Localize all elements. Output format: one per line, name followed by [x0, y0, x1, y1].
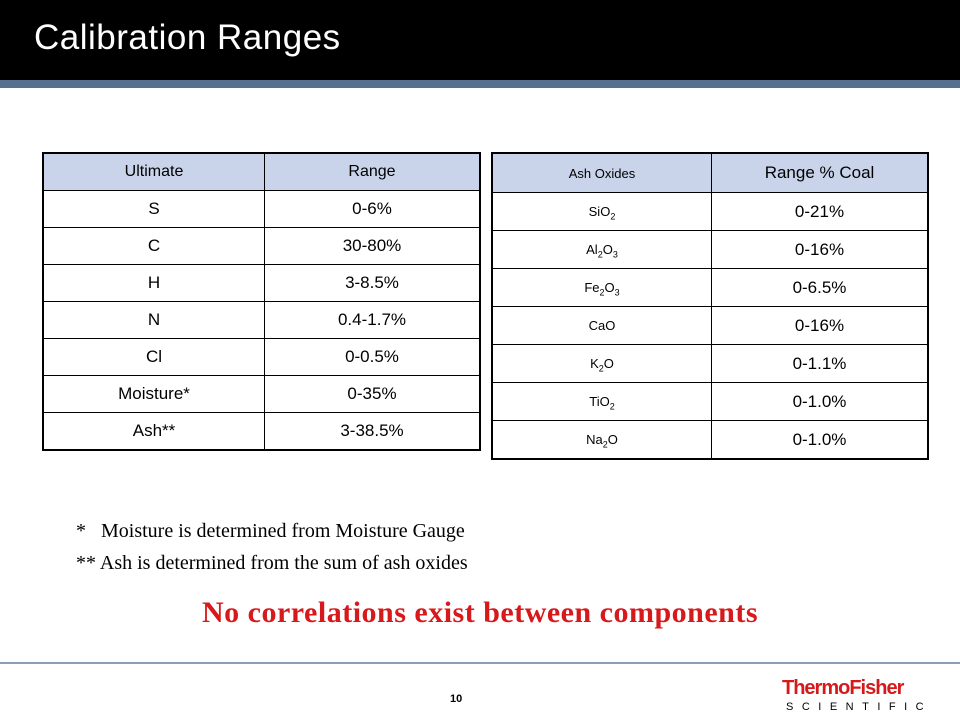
oxide-element: O: [603, 356, 614, 371]
oxide-element: CaO: [588, 318, 616, 333]
page-number: 10: [450, 693, 463, 705]
range-cell: 30-80%: [342, 236, 402, 255]
logo-wordmark: ThermoFisher: [782, 677, 904, 699]
oxide-element: O: [600, 204, 611, 219]
range-cell: 3-38.5%: [340, 421, 404, 440]
range-cell: 0-1.0%: [792, 391, 847, 411]
oxide-element: O: [607, 432, 618, 447]
table-row: CaO 0-16%: [492, 306, 928, 345]
table-row: Na2O 0-1.0%: [492, 420, 928, 459]
range-cell: 0-35%: [347, 384, 397, 403]
range-cell: 0-6%: [352, 199, 392, 218]
oxide-subscript: 2: [609, 401, 615, 412]
ash-table-header-row: Ash Oxides Range % Coal: [492, 153, 928, 193]
oxide-element: O: [599, 394, 610, 409]
oxide-element: Fe: [584, 280, 600, 295]
moisture-footnote: * Moisture is determined from Moisture G…: [76, 520, 465, 542]
table-row: Fe2O3 0-6.5%: [492, 268, 928, 307]
table-row: K2O 0-1.1%: [492, 344, 928, 383]
ultimate-header: Ultimate: [43, 153, 265, 191]
oxide-element: K: [590, 356, 599, 371]
range-header: Range: [348, 163, 396, 180]
oxide-cell: K2O: [492, 344, 712, 383]
oxide-cell: CaO: [492, 306, 712, 345]
table-row: TiO2 0-1.0%: [492, 382, 928, 421]
table-row: C 30-80%: [43, 227, 480, 265]
oxide-subscript: 3: [614, 287, 620, 298]
component-cell: S: [43, 190, 265, 228]
table-row: H 3-8.5%: [43, 264, 480, 302]
oxide-element: Si: [588, 204, 601, 219]
range-coal-header: Range % Coal: [764, 163, 875, 182]
ultimate-table: Ultimate Range S 0-6% C 30-80% H 3-8.5% N 0.4-1…: [42, 152, 481, 451]
slide-title: Calibration Ranges: [34, 18, 341, 57]
table-row: SiO2 0-21%: [492, 192, 928, 231]
component-cell: N: [43, 301, 265, 339]
component-cell: C: [43, 227, 265, 265]
ash-oxides-header: Ash Oxides: [492, 153, 712, 193]
oxide-element: Ti: [589, 394, 600, 409]
oxide-subscript: 2: [597, 249, 603, 260]
oxide-element: Na: [586, 432, 603, 447]
oxide-subscript: 2: [599, 287, 605, 298]
component-cell: Ash**: [43, 412, 265, 450]
range-cell: 3-8.5%: [345, 273, 399, 292]
oxide-subscript: 2: [602, 439, 608, 450]
oxide-subscript: 2: [610, 211, 616, 222]
range-cell: 0-16%: [794, 239, 845, 259]
range-cell: 0-16%: [794, 315, 845, 335]
logo-subtitle: SCIENTIFIC: [786, 701, 933, 713]
bottom-divider: [0, 662, 960, 664]
oxide-element: O: [604, 280, 615, 295]
oxide-cell: SiO2: [492, 192, 712, 231]
table-row: Ash** 3-38.5%: [43, 412, 480, 450]
oxide-subscript: 3: [612, 249, 618, 260]
range-cell: 0-1.0%: [792, 429, 847, 449]
emphasis-statement: No correlations exist between components: [201, 596, 759, 629]
title-bar-stripe: [0, 80, 960, 88]
component-cell: Moisture*: [43, 375, 265, 413]
oxide-cell: Na2O: [492, 420, 712, 459]
table-row: S 0-6%: [43, 190, 480, 228]
table-row: Cl 0-0.5%: [43, 338, 480, 376]
oxide-element: Al: [586, 242, 598, 257]
range-cell: 0-0.5%: [345, 347, 399, 366]
oxide-cell: Al2O3: [492, 230, 712, 269]
oxide-cell: Fe2O3: [492, 268, 712, 307]
ultimate-table-header-row: Ultimate Range: [43, 153, 480, 191]
range-cell: 0-21%: [794, 201, 845, 221]
title-bar: Calibration Ranges: [0, 0, 960, 80]
range-cell: 0.4-1.7%: [337, 310, 407, 329]
range-cell: 0-6.5%: [792, 277, 847, 297]
component-cell: Cl: [43, 338, 265, 376]
oxide-element: O: [602, 242, 613, 257]
thermo-fisher-logo: ThermoFisher SCIENTIFIC: [780, 677, 940, 715]
ash-oxides-table: Ash Oxides Range % Coal SiO2 0-21% Al2O3 0-…: [491, 152, 929, 460]
oxide-cell: TiO2: [492, 382, 712, 421]
oxide-subscript: 2: [598, 363, 604, 374]
range-cell: 0-1.1%: [792, 353, 847, 373]
table-row: N 0.4-1.7%: [43, 301, 480, 339]
ash-footnote: ** Ash is determined from the sum of ash…: [76, 552, 468, 574]
table-row: Al2O3 0-16%: [492, 230, 928, 269]
component-cell: H: [43, 264, 265, 302]
table-row: Moisture* 0-35%: [43, 375, 480, 413]
